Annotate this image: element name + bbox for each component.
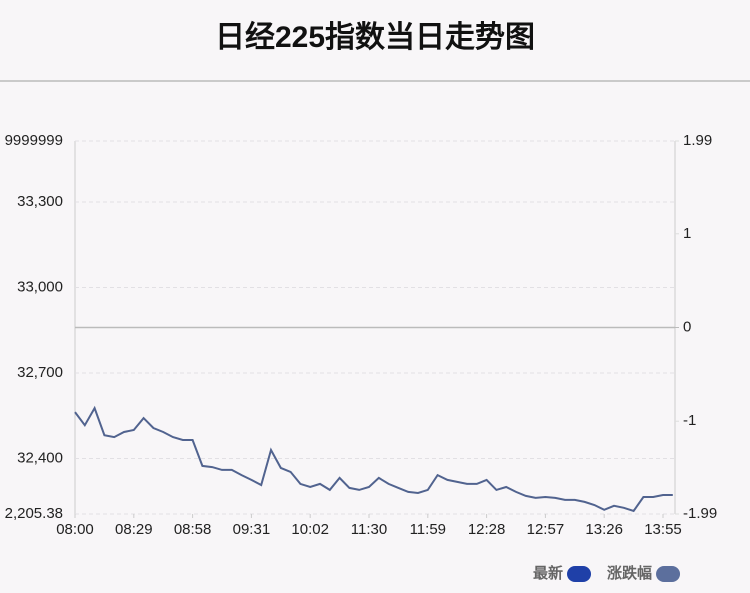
y-tick-label: 32,700 [17, 364, 63, 381]
x-tick-label: 11:30 [351, 521, 387, 538]
price-line [74, 405, 673, 513]
y-tick-label: 33,300 [17, 193, 63, 210]
y-tick-label: 9999999 [5, 132, 63, 149]
y-tick-label: 32,400 [17, 449, 63, 466]
x-tick-label: 13:55 [644, 521, 682, 538]
legend-label: 涨跌幅 [607, 564, 652, 582]
y2-tick-label: -1 [683, 412, 696, 429]
x-tick-label: 08:58 [174, 521, 212, 538]
chart-title: 日经225指数当日走势图 [215, 20, 535, 54]
x-tick-label: 08:29 [115, 521, 153, 538]
y-tick-label: 2,205.38 [5, 505, 63, 522]
x-tick-label: 08:00 [56, 521, 94, 538]
y2-tick-label: 1.99 [683, 132, 712, 149]
y2-tick-label: 1 [683, 225, 691, 242]
x-tick-label: 12:57 [527, 521, 565, 538]
x-tick-label: 11:59 [410, 521, 446, 538]
y2-tick-label: -1.99 [683, 505, 717, 522]
y-tick-label: 33,000 [17, 278, 63, 295]
legend-swatch [656, 566, 681, 582]
legend-label: 最新 [533, 564, 563, 582]
x-tick-label: 10:02 [291, 521, 329, 538]
x-tick-label: 12:28 [468, 521, 506, 538]
y2-tick-label: 0 [683, 318, 691, 335]
legend-swatch [567, 566, 592, 582]
x-tick-label: 09:31 [233, 521, 271, 538]
x-tick-label: 13:26 [585, 521, 623, 538]
